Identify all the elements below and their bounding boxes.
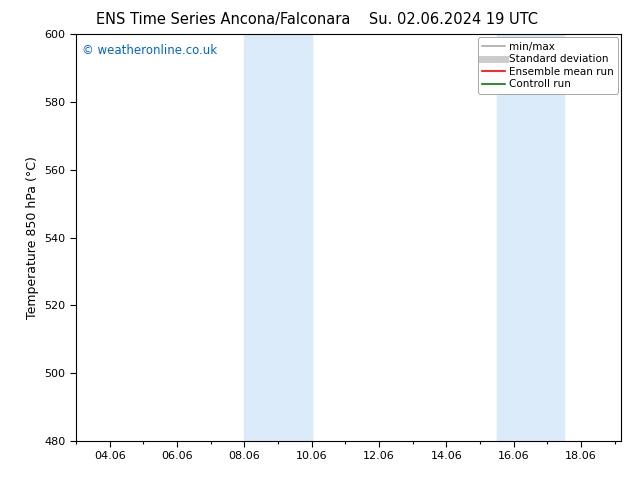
Y-axis label: Temperature 850 hPa (°C): Temperature 850 hPa (°C) [26, 156, 39, 319]
Bar [244, 34, 312, 441]
Legend: min/max, Standard deviation, Ensemble mean run, Controll run: min/max, Standard deviation, Ensemble me… [478, 37, 618, 94]
Text: © weatheronline.co.uk: © weatheronline.co.uk [82, 45, 217, 57]
Bar [497, 34, 564, 441]
Text: ENS Time Series Ancona/Falconara    Su. 02.06.2024 19 UTC: ENS Time Series Ancona/Falconara Su. 02.… [96, 12, 538, 27]
